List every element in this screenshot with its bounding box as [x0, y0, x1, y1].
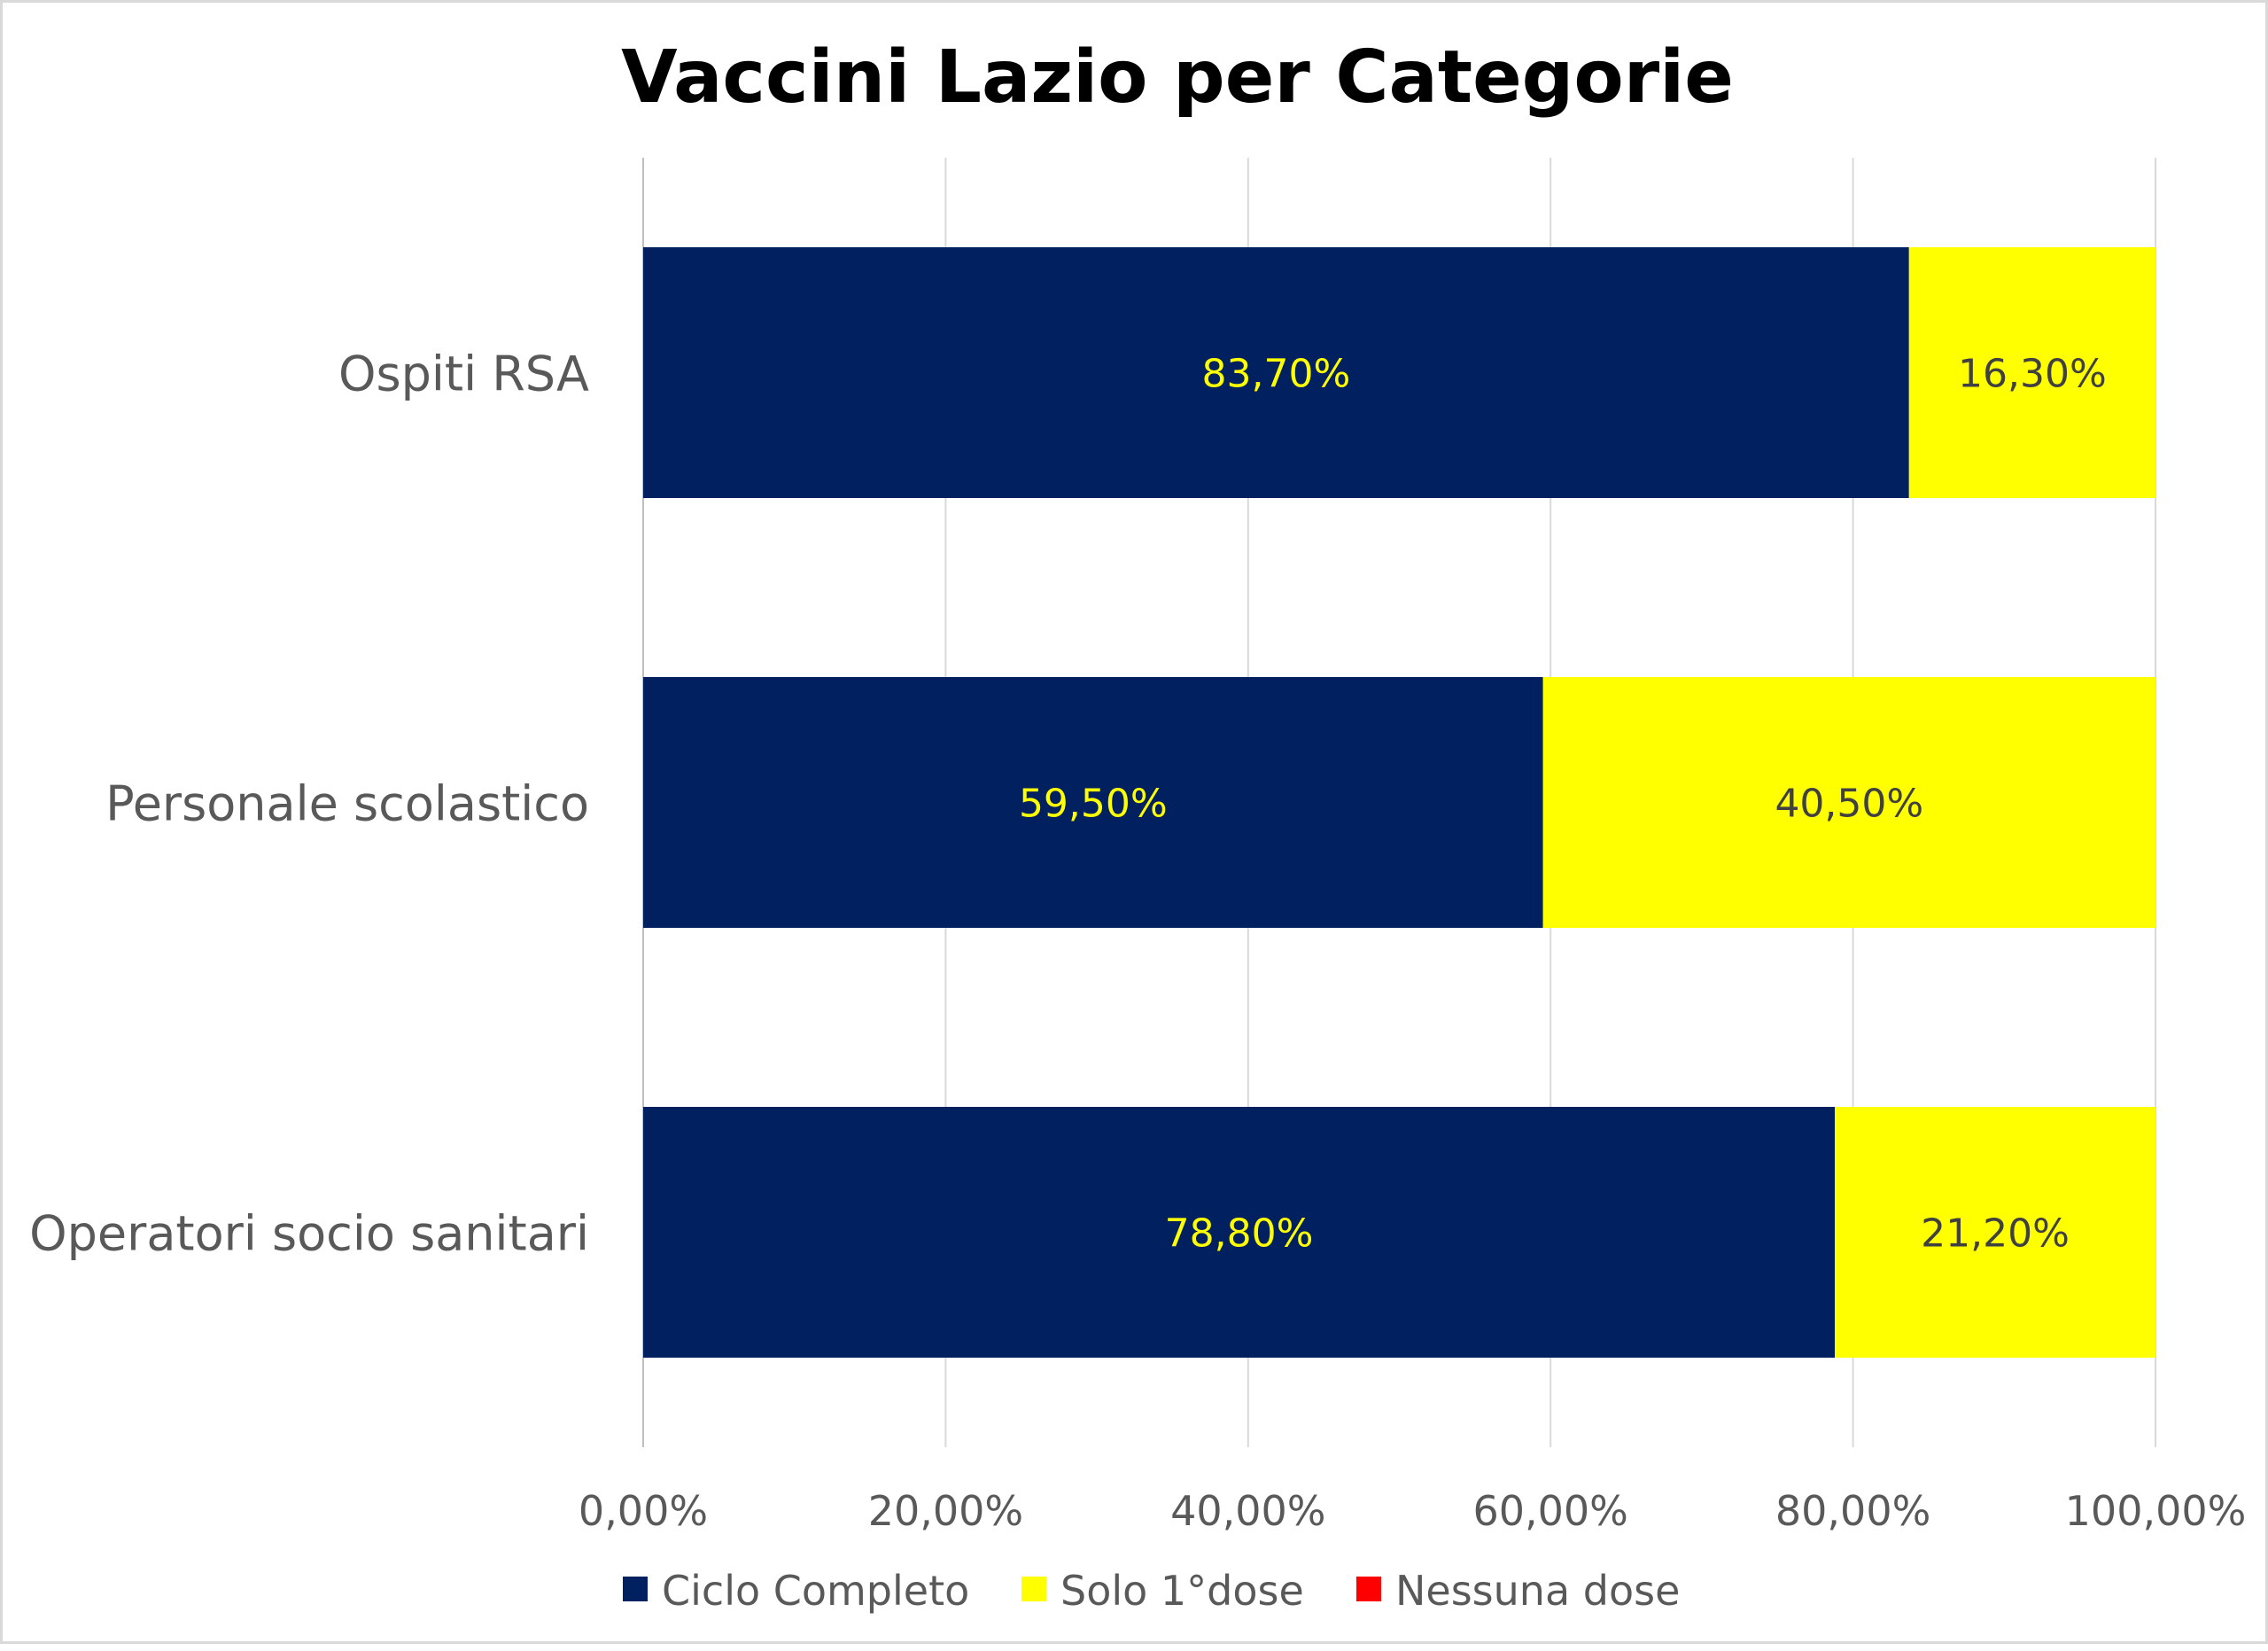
bar-segment: [1908, 247, 2155, 498]
legend-item: Solo 1°dose: [1021, 1567, 1304, 1615]
x-tick-label: 60,00%: [1472, 1487, 1627, 1535]
legend: Ciclo Completo Solo 1°dose Nessuna dose: [623, 1567, 1680, 1615]
bar-segment: [643, 247, 1909, 498]
bar-segment: [643, 677, 1543, 928]
bars: 83,70% 16,30% 59,50% 40,50% 78,80% 21,20%: [643, 247, 2155, 1358]
data-label: 59,50%: [1019, 782, 1168, 827]
x-tick-label: 80,00%: [1775, 1487, 1930, 1535]
legend-swatch: [1021, 1577, 1046, 1601]
bar-segment: [1542, 677, 2155, 928]
legend-label: Ciclo Completo: [662, 1567, 969, 1615]
x-tick-label: 100,00%: [2065, 1487, 2247, 1535]
category-label: Personale scolastico: [105, 776, 589, 832]
data-label: 40,50%: [1775, 782, 1923, 827]
legend-item: Ciclo Completo: [623, 1567, 969, 1615]
category-label: Operatori socio sanitari: [29, 1206, 589, 1262]
legend-swatch: [1356, 1577, 1381, 1601]
data-label: 21,20%: [1921, 1211, 2070, 1257]
bar-segment: [1835, 1107, 2155, 1358]
bar-segment: [643, 1107, 1836, 1358]
data-label: 16,30%: [1958, 352, 2107, 397]
category-label: Ospiti RSA: [338, 347, 589, 402]
x-tick-label: 40,00%: [1170, 1487, 1325, 1535]
x-tick-label: 20,00%: [868, 1487, 1023, 1535]
data-label: 78,80%: [1165, 1211, 1314, 1257]
bar-chart: Vaccini Lazio per Categorie 83,70% 16,30%…: [29, 35, 2246, 1615]
x-tick-label: 0,00%: [579, 1487, 708, 1535]
legend-label: Solo 1°dose: [1060, 1567, 1304, 1615]
legend-label: Nessuna dose: [1395, 1567, 1680, 1615]
data-label: 83,70%: [1201, 352, 1350, 397]
category-labels: Ospiti RSA Personale scolastico Operatori …: [29, 347, 589, 1262]
chart-title: Vaccini Lazio per Categorie: [621, 35, 1734, 120]
legend-swatch: [623, 1577, 648, 1601]
legend-item: Nessuna dose: [1356, 1567, 1680, 1615]
x-axis-ticks: 0,00% 20,00% 40,00% 60,00% 80,00% 100,00%: [579, 1487, 2246, 1535]
